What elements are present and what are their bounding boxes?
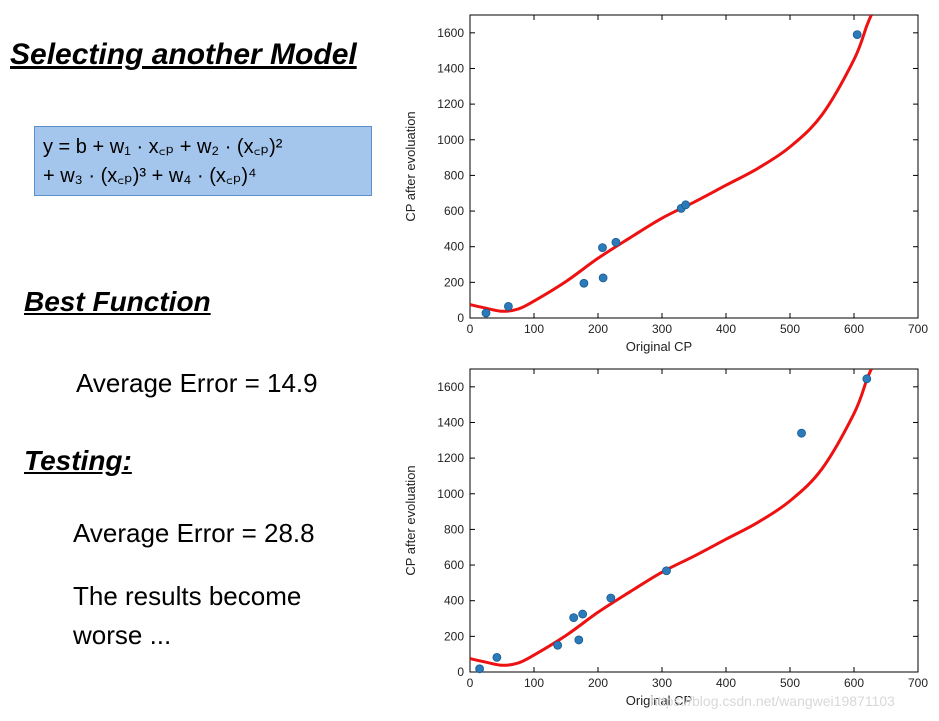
plot-frame	[469, 14, 919, 319]
y-tick-label: 200	[444, 629, 464, 643]
y-tick-label: 1400	[437, 415, 464, 429]
y-tick-label: 1400	[437, 61, 464, 75]
training-chart: 0 100 200 300 400 500 600 700 0 200 400 600 800 1000 1…	[403, 14, 928, 354]
x-tick-label: 300	[652, 676, 672, 690]
data-point	[579, 278, 589, 288]
x-tick-label: 100	[524, 676, 544, 690]
x-tick-label: 500	[780, 676, 800, 690]
x-tick-label: 600	[844, 676, 864, 690]
data-point	[481, 308, 491, 318]
data-point	[662, 566, 671, 576]
watermark: https://blog.csdn.net/wangwei19871103	[650, 693, 895, 709]
y-tick-label: 1200	[437, 97, 464, 111]
y-tick-label: 200	[444, 275, 464, 289]
y-tick-label: 800	[444, 168, 464, 182]
data-point	[862, 374, 872, 384]
data-point	[492, 652, 502, 662]
x-tick-label: 600	[844, 322, 864, 336]
x-tick-label: 300	[652, 322, 672, 336]
plot-frame	[469, 368, 919, 673]
model-curve	[470, 369, 873, 667]
data-point	[598, 273, 608, 283]
x-tick-label: 400	[716, 322, 736, 336]
x-tick-label: 700	[908, 322, 928, 336]
data-point	[852, 30, 862, 40]
data-point	[606, 593, 616, 603]
y-tick-label: 1000	[437, 133, 464, 147]
x-tick-label: 100	[524, 322, 544, 336]
slide-title: Selecting another Model	[10, 38, 357, 71]
testing-heading: Testing:	[24, 445, 132, 476]
data-point	[504, 302, 513, 311]
x-tick-label: 0	[467, 322, 474, 336]
y-tick-label: 400	[444, 240, 464, 254]
y-tick-label: 600	[444, 558, 464, 572]
data-point	[578, 609, 588, 619]
testing-error: Average Error = 28.8	[73, 518, 315, 548]
y-tick-label: 1000	[437, 487, 464, 501]
data-point	[569, 613, 579, 623]
model-curve	[470, 15, 873, 313]
data-point	[553, 640, 563, 650]
x-tick-label: 500	[780, 322, 800, 336]
x-axis-title: Original CP	[626, 693, 692, 708]
x-tick-label: 400	[716, 676, 736, 690]
x-tick-label: 200	[588, 322, 608, 336]
best-function-heading: Best Function	[24, 286, 211, 317]
x-tick-label: 0	[467, 676, 474, 690]
conclusion-line-1: The results become	[73, 581, 302, 611]
y-tick-label: 0	[457, 665, 464, 679]
x-tick-label: 700	[908, 676, 928, 690]
y-tick-label: 1200	[437, 451, 464, 465]
conclusion-line-2: worse ...	[73, 620, 172, 650]
x-tick-label: 200	[588, 676, 608, 690]
y-tick-label: 400	[444, 594, 464, 608]
y-tick-label: 0	[457, 311, 464, 325]
testing-chart: 0 100 200 300 400 500 600 700 0 200 400 600 800 1000 1…	[403, 368, 928, 708]
y-tick-label: 600	[444, 204, 464, 218]
formula-line-1: y = b + w₁ · x꜀ₚ + w₂ · (x꜀ₚ)²	[43, 136, 283, 158]
data-point	[681, 200, 691, 210]
y-axis-title: CP after evoluation	[403, 465, 418, 575]
y-tick-label: 800	[444, 522, 464, 536]
formula-line-2: + w₃ · (x꜀ₚ)³ + w₄ · (x꜀ₚ)⁴	[43, 165, 257, 187]
y-tick-label: 1600	[437, 380, 464, 394]
y-axis-title: CP after evoluation	[403, 111, 418, 221]
data-point	[611, 237, 621, 247]
best-function-error: Average Error = 14.9	[76, 368, 318, 398]
data-point	[598, 243, 607, 252]
data-point	[475, 664, 484, 674]
data-point	[574, 635, 584, 645]
x-axis-title: Original CP	[626, 339, 692, 354]
y-tick-label: 1600	[437, 26, 464, 40]
formula-box: y = b + w₁ · x꜀ₚ + w₂ · (x꜀ₚ)² + w₃ · (x…	[34, 126, 372, 196]
data-point	[797, 428, 806, 438]
